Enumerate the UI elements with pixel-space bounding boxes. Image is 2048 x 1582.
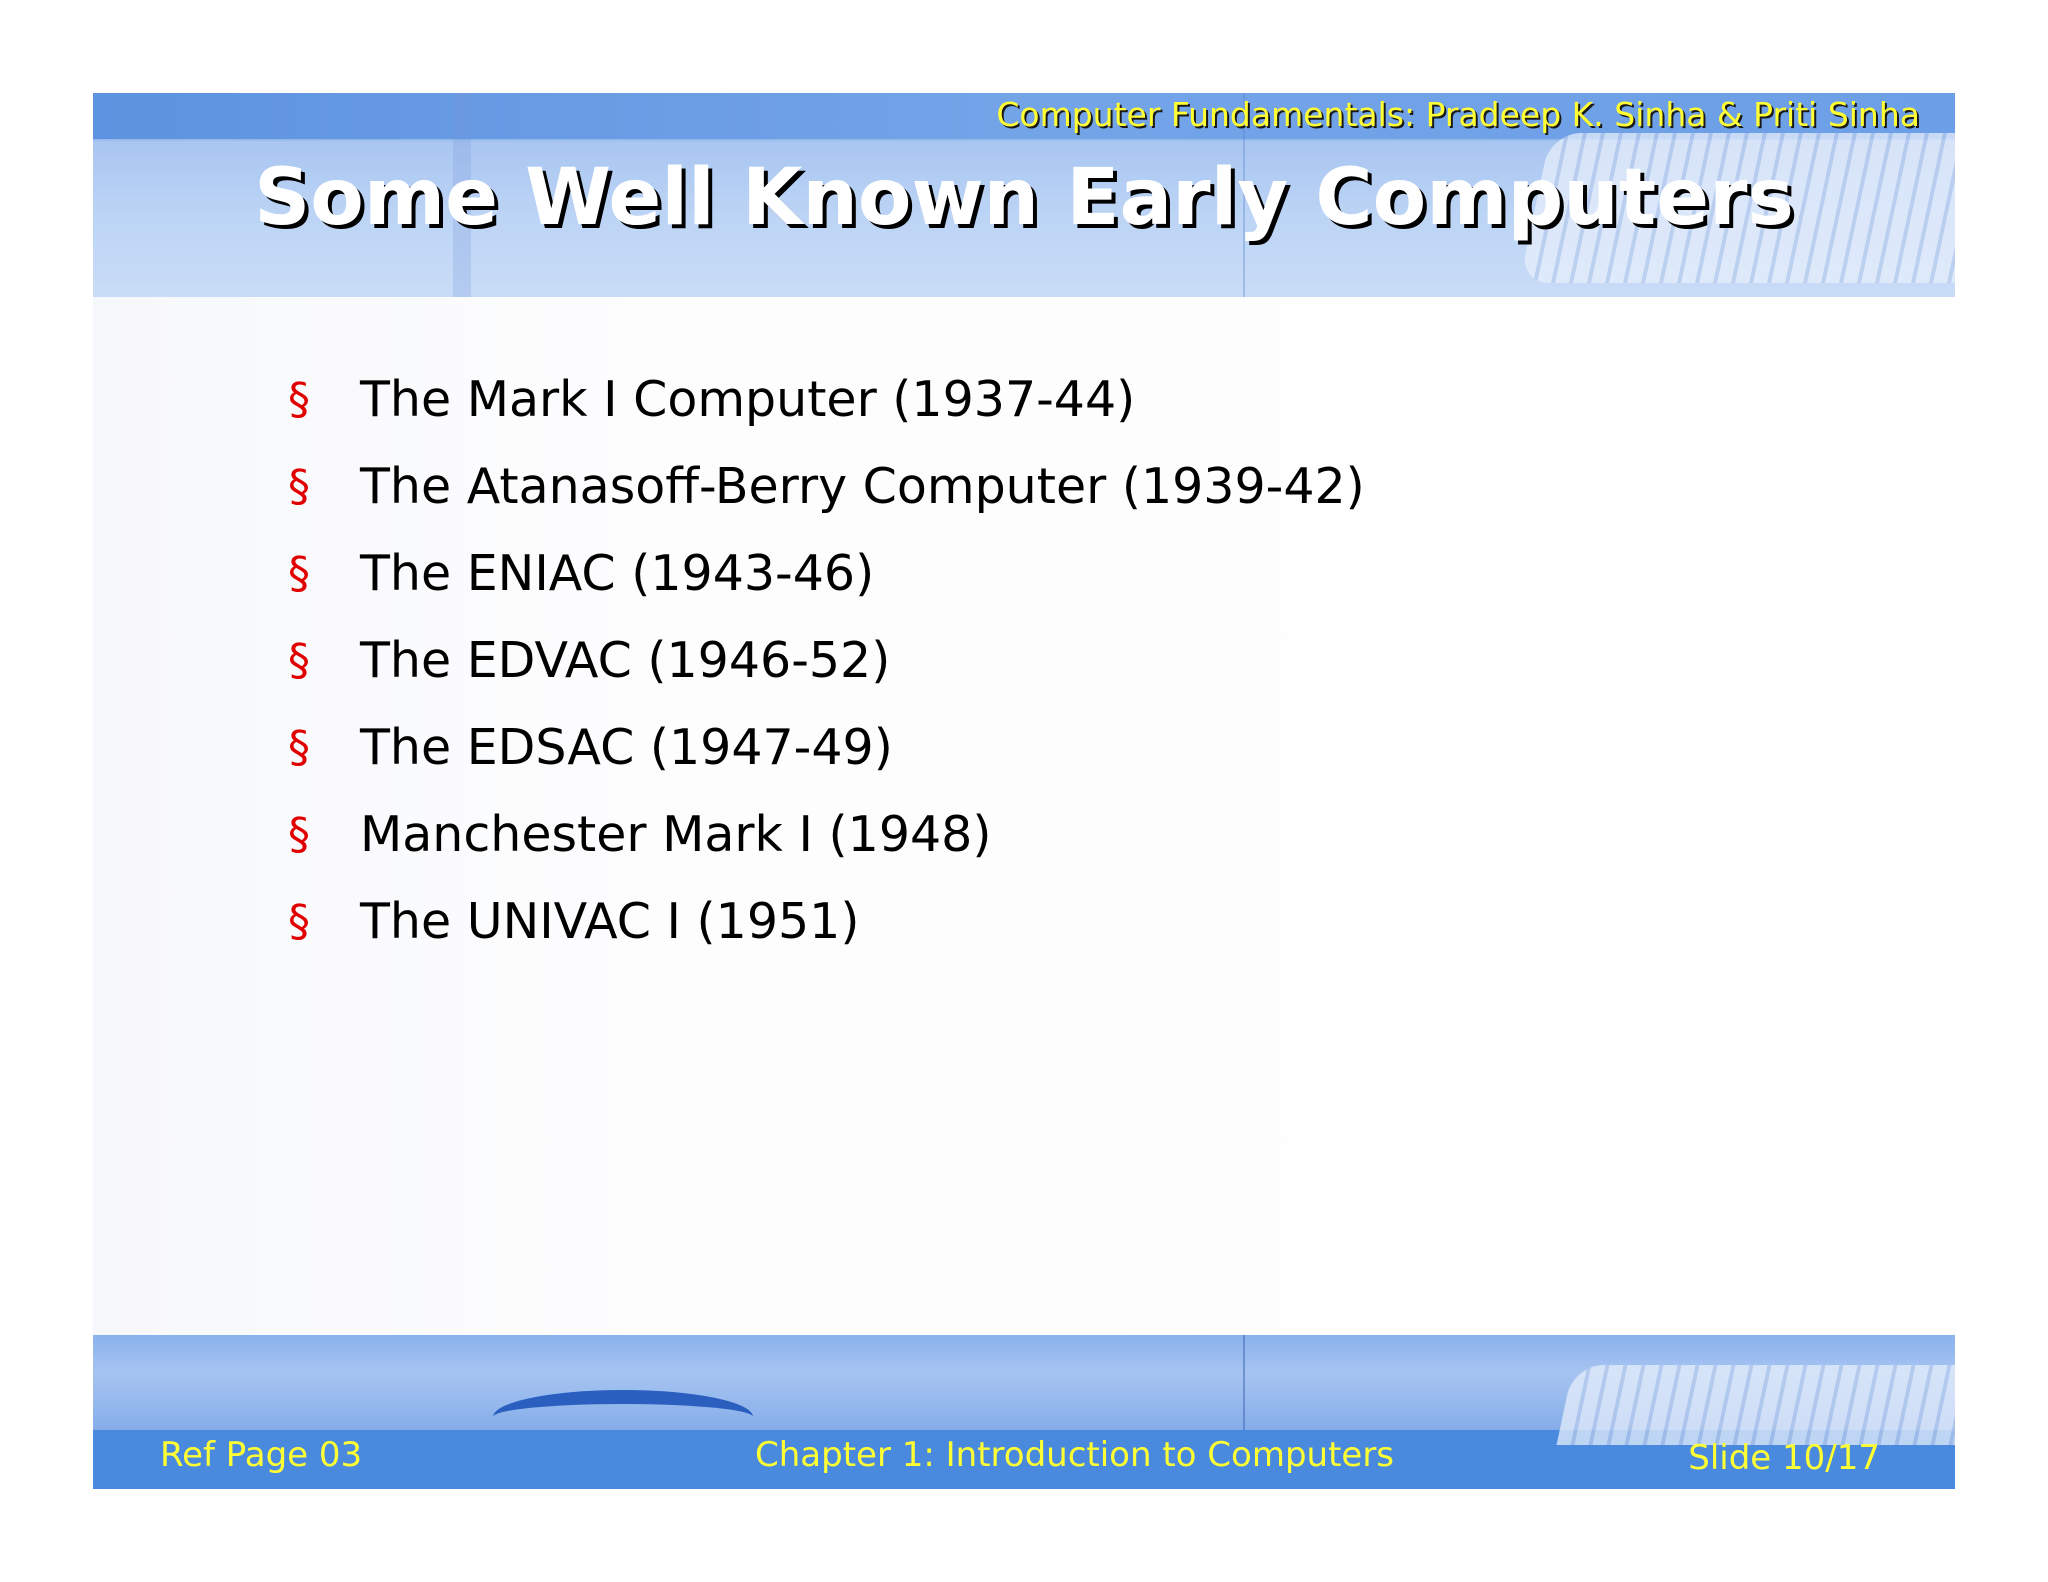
footer-decoration xyxy=(1243,1335,1245,1430)
bullet-icon: § xyxy=(288,461,310,512)
list-item-text: The UNIVAC I (1951) xyxy=(360,893,860,950)
slide-background xyxy=(93,297,1955,1335)
header-decoration xyxy=(453,93,471,297)
bullet-list: § The Mark I Computer (1937-44) § The Atan… xyxy=(288,356,1365,965)
header-strip xyxy=(93,93,1955,139)
footer-image xyxy=(93,1335,1955,1445)
list-item-text: Manchester Mark I (1948) xyxy=(360,806,992,863)
list-item: § The EDVAC (1946-52) xyxy=(288,617,1365,704)
slide-header: Computer Fundamentals: Pradeep K. Sinha … xyxy=(93,93,1955,297)
bullet-icon: § xyxy=(288,809,310,860)
bullet-icon: § xyxy=(288,896,310,947)
list-item: § The Mark I Computer (1937-44) xyxy=(288,356,1365,443)
list-item-text: The Mark I Computer (1937-44) xyxy=(360,371,1136,428)
list-item-text: The EDSAC (1947-49) xyxy=(360,719,893,776)
bullet-icon: § xyxy=(288,548,310,599)
list-item: § The UNIVAC I (1951) xyxy=(288,878,1365,965)
chapter-title: Chapter 1: Introduction to Computers xyxy=(755,1435,1395,1475)
slide-footer: Ref Page 03 Chapter 1: Introduction to C… xyxy=(93,1335,1955,1489)
bullet-icon: § xyxy=(288,722,310,773)
bullet-icon: § xyxy=(288,635,310,686)
list-item: § The EDSAC (1947-49) xyxy=(288,704,1365,791)
bullet-icon: § xyxy=(288,374,310,425)
ref-page: Ref Page 03 xyxy=(160,1435,363,1475)
book-subtitle: Computer Fundamentals: Pradeep K. Sinha … xyxy=(996,95,1920,134)
list-item-text: The EDVAC (1946-52) xyxy=(360,632,891,689)
slide-number: Slide 10/17 xyxy=(1688,1438,1880,1478)
list-item: § The ENIAC (1943-46) xyxy=(288,530,1365,617)
slide-title: Some Well Known Early Computers xyxy=(254,153,1794,243)
list-item-text: The Atanasoff-Berry Computer (1939-42) xyxy=(360,458,1365,515)
keyboard-image xyxy=(1556,1365,1955,1445)
list-item: § The Atanasoff-Berry Computer (1939-42) xyxy=(288,443,1365,530)
header-decoration xyxy=(1243,93,1245,297)
footer-decoration xyxy=(493,1390,753,1444)
list-item: § Manchester Mark I (1948) xyxy=(288,791,1365,878)
list-item-text: The ENIAC (1943-46) xyxy=(360,545,875,602)
